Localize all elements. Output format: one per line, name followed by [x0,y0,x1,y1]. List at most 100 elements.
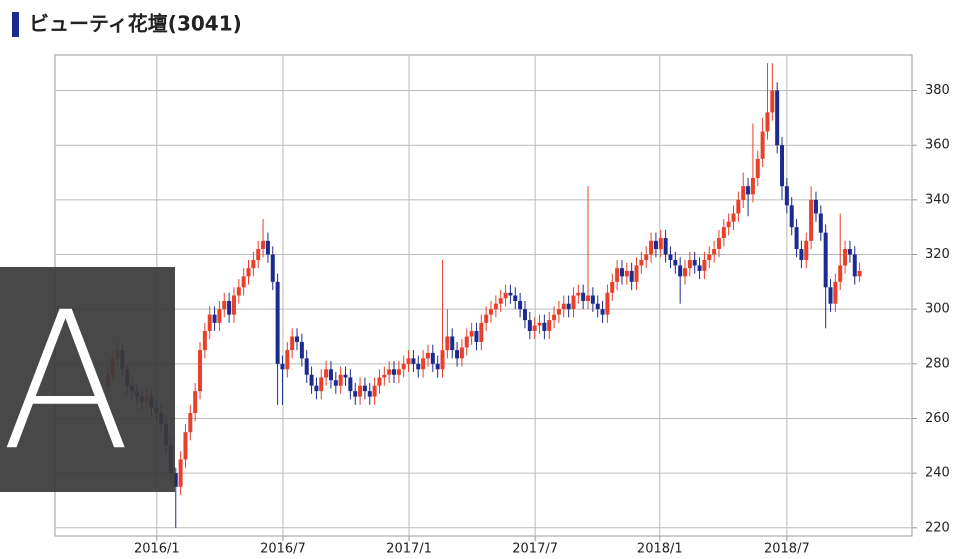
candle-body [304,358,309,375]
candle-body [746,186,751,195]
chart-title: ビューティ花壇(3041) [29,12,242,36]
candle-body [566,303,571,310]
candle-body [736,199,741,214]
candle-body [770,90,775,113]
candle-body [503,292,508,299]
candle-body [207,314,212,332]
y-tick-label: 280 [925,356,950,371]
candle-body [775,90,780,146]
title-icon [12,12,19,37]
candle-body [537,322,542,326]
candle-body [440,350,445,370]
candle-body [843,249,848,266]
candle-body [319,377,324,392]
candle-body [188,413,193,433]
candle-body [561,303,566,310]
candle-body [731,213,736,222]
candle-body [838,265,843,282]
candle-body [455,350,460,359]
candle-body [590,295,595,304]
candle-body [217,309,222,323]
candle-body [755,158,760,178]
x-tick-label: 2018/7 [764,542,810,557]
candle-body [629,270,634,282]
candle-body [818,213,823,233]
candle-body [687,259,692,269]
candle-body [425,352,430,359]
candle-body [707,254,712,260]
candle-body [387,369,392,375]
y-tick-label: 340 [925,192,950,207]
candle-body [653,240,658,250]
candle-body [683,268,688,277]
candle-body [484,314,489,323]
candle-body [459,347,464,359]
candle-body [615,268,620,282]
candle-body [489,309,494,315]
overlay-box [0,267,175,492]
candle-body [828,287,833,304]
candle-body [760,131,765,159]
candle-body [784,186,789,206]
candle-body [202,331,207,351]
candle-body [493,303,498,310]
x-tick-label: 2016/1 [134,542,180,557]
candle-body [261,240,266,250]
candle-body [600,309,605,315]
x-tick-label: 2017/1 [386,542,432,557]
candle-body [411,358,416,364]
candle-body [649,240,654,255]
candle-body [377,377,382,386]
candle-body [673,259,678,266]
candle-body [251,259,256,269]
candle-body [435,363,440,370]
candle-body [809,199,814,241]
candle-body [421,358,426,370]
candle-body [702,259,707,271]
candle-body [450,336,455,351]
candle-body [236,287,241,296]
candle-body [445,336,450,351]
candle-body [581,292,586,301]
candle-body [479,322,484,342]
y-tick-label: 380 [925,83,950,98]
candle-body [532,325,537,332]
candle-body [794,227,799,250]
candle-body [586,295,591,301]
candle-body [416,363,421,370]
candle-body [513,295,518,301]
candle-body [712,249,717,255]
y-tick-label: 320 [925,247,950,262]
candle-body [290,336,295,351]
y-tick-label: 360 [925,138,950,153]
candle-body [789,205,794,228]
candle-body [522,309,527,321]
candle-body [280,363,285,370]
candle-body [328,369,333,381]
candle-body [765,112,770,132]
candle-body [285,350,290,370]
candle-body [299,341,304,359]
candle-body [367,391,372,397]
candle-body [610,281,615,293]
x-tick-label: 2016/7 [260,542,306,557]
candle-body [668,254,673,260]
candle-body [678,265,683,277]
candle-body [726,221,731,228]
candle-body [576,292,581,296]
candle-body [716,238,721,250]
candle-body [595,303,600,310]
candle-body [338,374,343,386]
candle-body [231,295,236,315]
candle-body [799,249,804,260]
candle-body [750,177,755,195]
y-tick-label: 260 [925,411,950,426]
candle-body [644,254,649,260]
candle-body [823,232,828,288]
candle-body [392,369,397,375]
candle-body [193,391,198,414]
candle-body [847,249,852,255]
candle-body [348,377,353,392]
plot-area [54,54,913,537]
